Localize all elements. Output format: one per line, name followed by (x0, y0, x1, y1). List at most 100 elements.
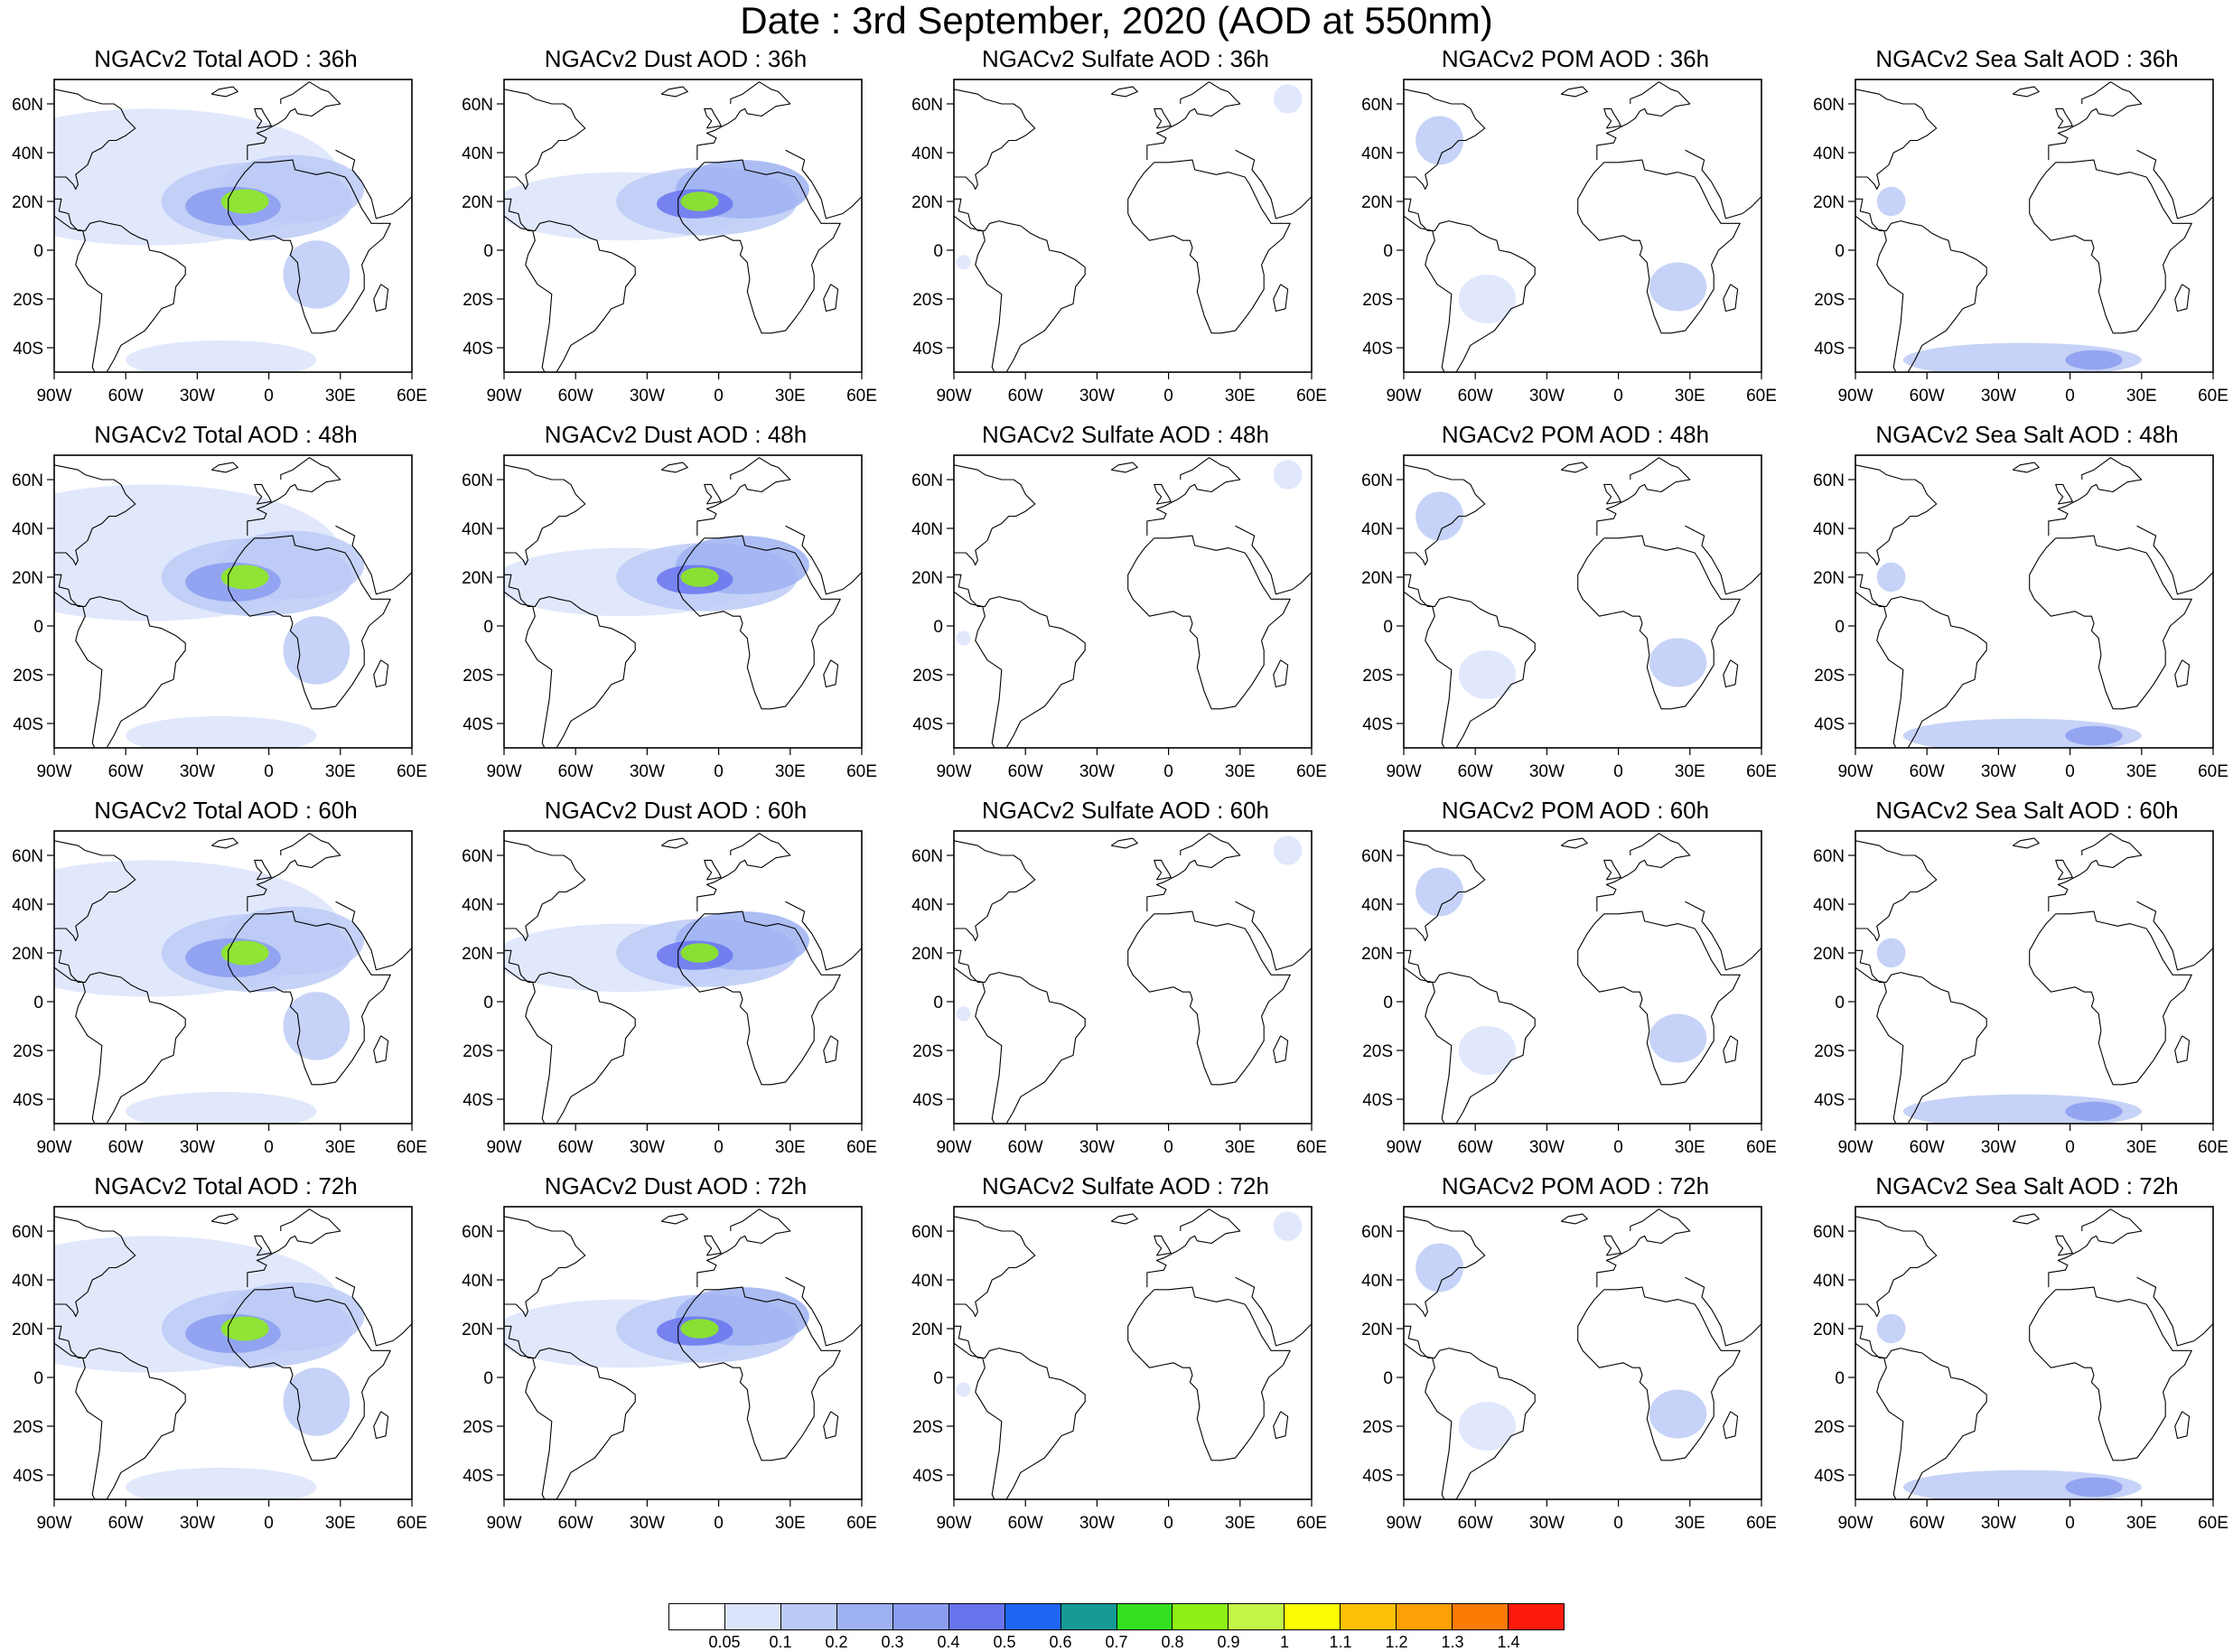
y-tick-label: 20N (12, 193, 43, 212)
coastline (1855, 1216, 1938, 1318)
y-tick-label: 40N (1361, 896, 1393, 915)
map-frame (53, 1206, 413, 1500)
x-tick-label: 30W (630, 387, 665, 406)
x-tick-label: 30E (2126, 1138, 2157, 1157)
x-tick-label: 60E (2198, 387, 2228, 406)
coastline (2136, 525, 2213, 595)
x-tick-label: 30E (1675, 762, 1705, 781)
coastline (54, 1325, 186, 1499)
coastline (1273, 284, 1289, 313)
y-tick-label: 40N (1813, 520, 1845, 539)
coastline (1596, 457, 1691, 537)
x-tick-label: 90W (486, 762, 521, 781)
legend-label: 0.2 (825, 1633, 848, 1651)
coastline (1146, 81, 1241, 161)
coastline (228, 910, 391, 1086)
x-tick-label: 30E (1225, 387, 1256, 406)
coastline (504, 1216, 586, 1318)
coastline (1273, 1411, 1289, 1440)
aod-map: 90W 60W 30W 0 30E 60E 60N 40N 20N 0 20S 40S (462, 830, 877, 1157)
aerosol-plume (1415, 116, 1463, 165)
coastline (210, 837, 238, 849)
x-tick-label: 0 (1163, 1138, 1173, 1157)
coastline (2012, 462, 2040, 473)
y-tick-label: 20N (911, 1321, 943, 1339)
x-tick-label: 30E (325, 762, 356, 781)
aerosol-plume (2065, 350, 2123, 370)
x-tick-label: 30E (1225, 1514, 1256, 1533)
aod-field (1404, 81, 1761, 372)
panel-title: NGACv2 Sea Salt AOD : 48h (1875, 421, 2179, 448)
y-tick-label: 60N (1813, 1223, 1845, 1242)
aod-map: 90W 60W 30W 0 30E 60E 60N 40N 20N 0 20S 40S (12, 79, 427, 406)
panel-title: NGACv2 POM AOD : 72h (1441, 1172, 1710, 1199)
aod-map: 90W 60W 30W 0 30E 60E 60N 40N 20N 0 20S 40S (1361, 1206, 1777, 1533)
aerosol-plume (956, 1382, 971, 1397)
y-tick-label: 40S (912, 340, 943, 359)
coastline (54, 840, 136, 942)
x-tick-label: 30W (1079, 1138, 1115, 1157)
aod-field (54, 457, 412, 748)
coastline (254, 1235, 272, 1256)
x-tick-label: 30W (1079, 387, 1115, 406)
coastline (2029, 159, 2192, 334)
map-frame (503, 830, 863, 1125)
map-frame (953, 454, 1313, 749)
y-tick-label: 60N (462, 96, 493, 115)
aod-map: 90W 60W 30W 0 30E 60E 60N 40N 20N 0 20S 40S (12, 454, 427, 781)
map-panel: NGACv2 POM AOD : 36h 90W 60W 30W 0 30E 60E 60N 4… (1350, 40, 1801, 406)
coastline (704, 1235, 722, 1256)
coastline (696, 457, 791, 537)
x-tick-label: 0 (714, 762, 724, 781)
y-tick-label: 40N (1361, 145, 1393, 163)
aerosol-plume (1458, 1402, 1517, 1451)
y-tick-label: 60N (1361, 1223, 1393, 1242)
y-tick-label: 40N (12, 145, 43, 163)
panel-title: NGACv2 Total AOD : 60h (94, 797, 358, 824)
x-tick-label: 90W (36, 1514, 71, 1533)
aod-map: 90W 60W 30W 0 30E 60E 60N 40N 20N 0 20S 40S (1813, 79, 2228, 406)
coastline (1560, 1213, 1588, 1225)
map-frame (53, 830, 413, 1125)
x-tick-label: 60W (1008, 1138, 1043, 1157)
x-tick-label: 90W (1386, 762, 1421, 781)
panel-title: NGACv2 Total AOD : 48h (94, 421, 358, 448)
coastline (54, 89, 136, 191)
figure-title: Date : 3rd September, 2020 (AOD at 550nm… (740, 0, 1493, 42)
coastline (1723, 1035, 1739, 1064)
y-tick-label: 20S (462, 291, 493, 310)
x-tick-label: 90W (1386, 1514, 1421, 1533)
y-tick-label: 40N (911, 145, 943, 163)
aerosol-plume (283, 992, 350, 1060)
x-tick-label: 30E (1225, 762, 1256, 781)
panel-title: NGACv2 Sulfate AOD : 72h (982, 1172, 1269, 1199)
y-tick-label: 20N (1361, 1321, 1393, 1339)
y-tick-label: 60N (911, 847, 943, 866)
x-tick-label: 30E (2126, 1514, 2157, 1533)
y-tick-label: 20S (13, 1418, 43, 1437)
x-tick-label: 30W (180, 1514, 215, 1533)
y-tick-label: 40N (911, 1272, 943, 1291)
y-tick-label: 0 (33, 242, 43, 261)
y-tick-label: 20N (12, 569, 43, 588)
x-tick-label: 90W (36, 387, 71, 406)
x-tick-label: 30E (1225, 1138, 1256, 1157)
coastline (1273, 1035, 1289, 1064)
coastline (335, 525, 412, 595)
legend-label: 1.1 (1329, 1633, 1352, 1651)
map-frame (1403, 1206, 1762, 1500)
aod-field (54, 81, 412, 372)
coastline (210, 1213, 238, 1225)
x-tick-label: 90W (936, 387, 971, 406)
x-tick-label: 30W (1981, 762, 2016, 781)
coastline (1404, 198, 1536, 372)
x-tick-label: 60W (558, 1514, 593, 1533)
x-tick-label: 0 (1613, 1514, 1623, 1533)
coastline (54, 574, 186, 748)
aod-field (54, 833, 412, 1124)
coastline (1127, 1286, 1291, 1461)
map-panel: NGACv2 POM AOD : 60h 90W 60W 30W 0 30E 60E 60N 4… (1350, 791, 1801, 1157)
x-tick-label: 60W (1910, 1514, 1945, 1533)
x-tick-label: 60E (846, 1514, 877, 1533)
y-tick-label: 40S (13, 715, 43, 734)
